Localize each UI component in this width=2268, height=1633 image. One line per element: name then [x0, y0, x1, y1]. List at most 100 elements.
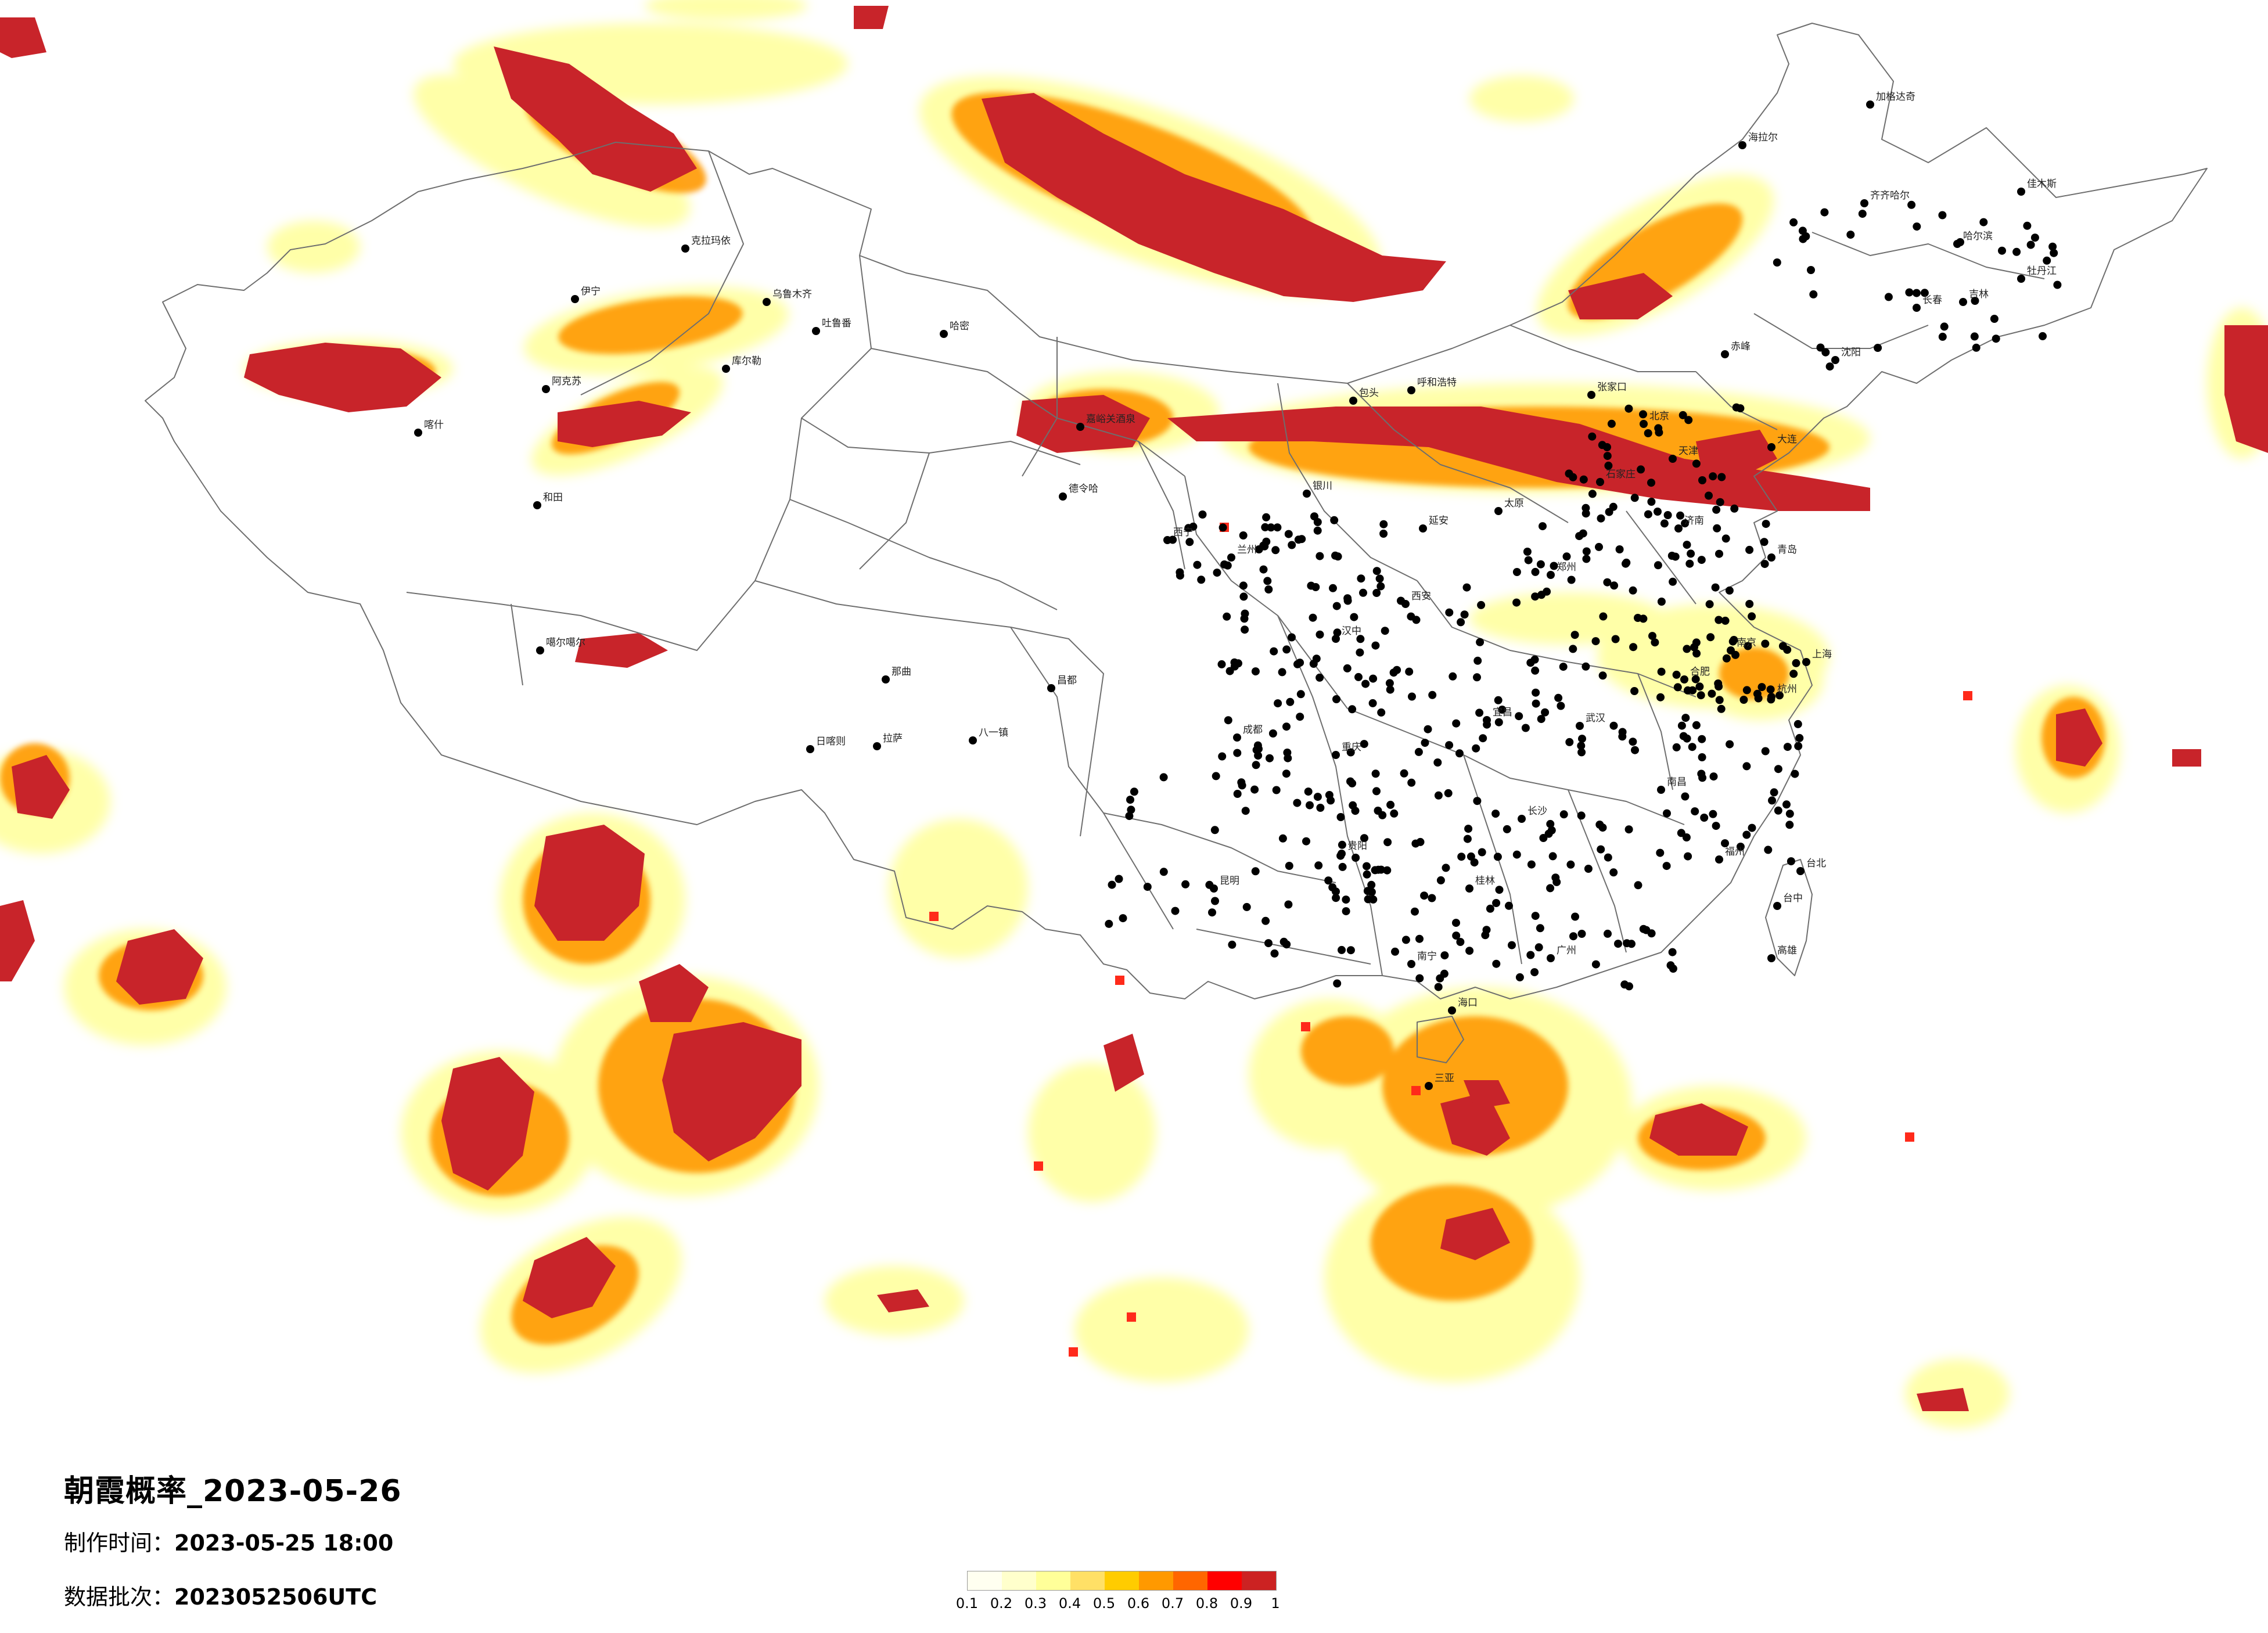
legend-swatch [1139, 1571, 1173, 1590]
station-dot [1630, 687, 1639, 695]
station-dot [1956, 238, 1964, 246]
station-dot [1726, 740, 1734, 749]
city-label: 兰州 [1237, 544, 1257, 556]
station-dot [1452, 931, 1461, 940]
station-dot [1332, 894, 1340, 902]
legend-tick: 0.6 [1127, 1595, 1150, 1612]
station-dot [1346, 946, 1355, 955]
legend-swatch [1070, 1571, 1105, 1590]
station-dot [1126, 796, 1134, 804]
station-dot [1218, 752, 1227, 761]
city-dot [533, 501, 541, 509]
station-dot [1512, 568, 1521, 576]
station-dot [1336, 851, 1345, 860]
station-dot [1731, 650, 1739, 659]
station-dot [1687, 549, 1695, 558]
station-dot [1697, 556, 1706, 564]
station-dot [1252, 761, 1260, 769]
station-dot [1559, 810, 1568, 819]
station-dot [1273, 523, 1282, 532]
station-dot [1463, 835, 1472, 843]
station-dot [1634, 881, 1642, 890]
station-dot [1205, 880, 1214, 889]
station-dot [1603, 452, 1612, 461]
station-dot [1272, 786, 1281, 794]
station-dot [1748, 823, 1756, 832]
city-label: 台中 [1783, 893, 1803, 904]
station-dot [1483, 720, 1491, 729]
station-dot [1721, 616, 1730, 625]
city-dot [940, 330, 948, 338]
city-dot [1831, 356, 1839, 364]
station-dot [1667, 552, 1676, 560]
station-dot [1672, 670, 1681, 679]
station-dot [1346, 777, 1354, 786]
station-dot [1647, 929, 1656, 938]
city-label: 高雄 [1777, 945, 1797, 956]
station-dot [1367, 880, 1376, 889]
station-dot [1494, 696, 1503, 704]
legend-tick: 1 [1271, 1595, 1280, 1612]
station-dot [1537, 715, 1545, 724]
city-dot [1866, 100, 1874, 109]
station-dot [1770, 788, 1778, 797]
city-label: 广州 [1557, 945, 1576, 956]
station-dot [1481, 931, 1490, 940]
station-dot [1722, 654, 1731, 663]
city-dot [1059, 492, 1067, 501]
station-dot [1401, 936, 1410, 944]
station-dot [1546, 819, 1555, 828]
station-dot [1270, 647, 1278, 656]
station-dot [1971, 297, 1979, 305]
station-dot [1990, 315, 1999, 323]
station-dot [1609, 721, 1618, 730]
station-dot [1595, 542, 1603, 551]
station-dot [1712, 505, 1721, 514]
station-dot [1360, 740, 1368, 749]
station-dot [1530, 968, 1539, 977]
city-dot [1332, 635, 1340, 643]
station-dot [1467, 852, 1475, 861]
city-label: 牡丹江 [2027, 265, 2057, 277]
station-dot [1816, 343, 1825, 352]
city-dot [1076, 423, 1084, 431]
city-dot [1465, 884, 1473, 893]
station-dot [1778, 642, 1787, 650]
station-dot [1773, 258, 1781, 267]
station-dot [1543, 587, 1551, 596]
station-dot [1708, 689, 1716, 698]
station-dot [1324, 876, 1333, 885]
city-label: 南昌 [1667, 776, 1687, 788]
station-dot [1473, 656, 1482, 665]
station-dot [1159, 773, 1168, 782]
station-dot [1512, 598, 1521, 607]
city-dot [1349, 397, 1357, 405]
city-dot [2017, 275, 2025, 283]
station-dot [1657, 667, 1666, 676]
city-label: 哈密 [950, 321, 969, 332]
station-dot [1424, 725, 1432, 733]
station-dot [1799, 235, 1807, 243]
station-dot [1288, 541, 1296, 549]
station-dot [1597, 514, 1605, 523]
station-dot [1333, 979, 1342, 988]
station-dot [1669, 577, 1677, 586]
station-dot [1603, 578, 1612, 587]
station-dot [1571, 912, 1579, 921]
station-dot [1698, 735, 1706, 743]
station-dot [1604, 853, 1612, 862]
station-dot [1858, 210, 1867, 218]
station-dot [1143, 883, 1152, 891]
station-dot [1282, 645, 1291, 654]
station-dot [1569, 645, 1577, 653]
legend-tick: 0.5 [1092, 1595, 1116, 1612]
station-dot [1455, 749, 1464, 758]
city-dot [1227, 553, 1235, 562]
city-label: 张家口 [1597, 382, 1627, 393]
station-dot [1698, 476, 1706, 484]
station-dot [1709, 772, 1718, 781]
city-label: 太原 [1504, 498, 1524, 509]
city-dot [1767, 553, 1775, 562]
station-dot [1407, 778, 1416, 787]
station-dot [1508, 941, 1516, 949]
